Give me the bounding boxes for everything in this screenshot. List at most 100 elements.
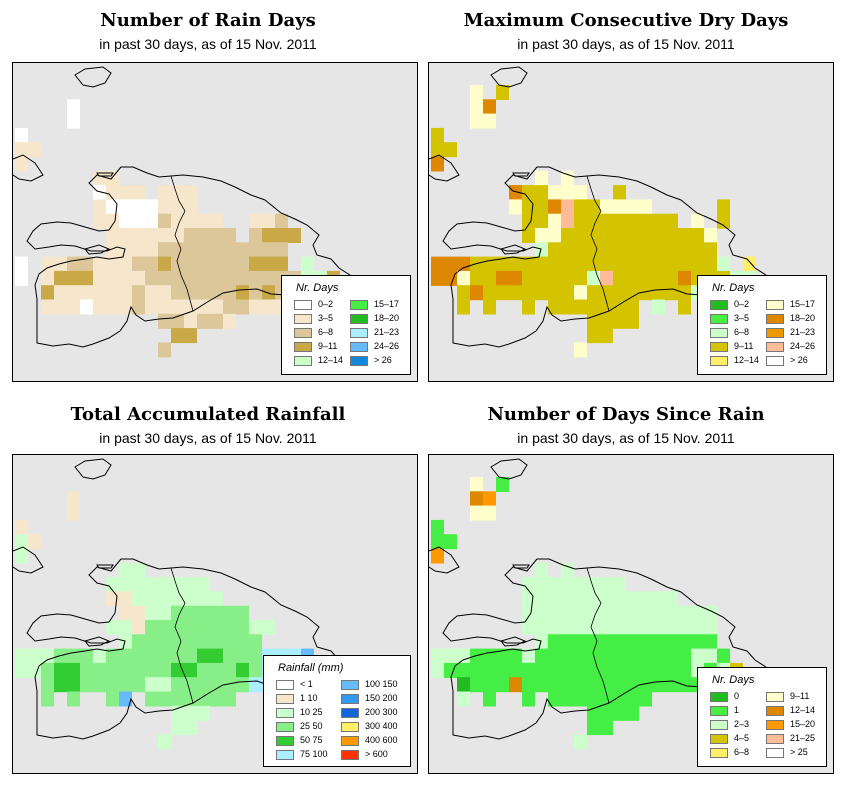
grid-cell — [613, 648, 626, 664]
grid-cell — [15, 256, 28, 272]
grid-cell — [574, 242, 587, 258]
grid-cell — [145, 605, 158, 621]
grid-cell — [665, 677, 678, 693]
grid-cell — [600, 213, 613, 229]
legend-swatch — [766, 356, 784, 366]
grid-cell — [93, 213, 106, 229]
grid-cell — [132, 256, 145, 272]
grid-cell — [652, 662, 665, 678]
grid-cell — [132, 213, 145, 229]
grid-cell — [28, 534, 41, 550]
grid-cell — [431, 142, 444, 158]
legend-label: 9–11 — [318, 341, 338, 351]
grid-cell — [184, 648, 197, 664]
grid-cell — [41, 691, 54, 707]
grid-cell — [184, 605, 197, 621]
grid-cell — [197, 299, 210, 315]
coastline — [512, 172, 530, 177]
grid-cell — [561, 185, 574, 201]
grid-cell — [15, 648, 28, 664]
legend-item: > 26 — [766, 355, 822, 367]
grid-cell — [67, 99, 80, 115]
grid-cell — [145, 299, 158, 315]
grid-cell — [652, 256, 665, 272]
grid-cell — [587, 213, 600, 229]
grid-cell — [223, 299, 236, 315]
legend-item: 0–2 — [710, 299, 766, 311]
grid-cell — [691, 213, 704, 229]
grid-cell — [236, 620, 249, 635]
legend-item: 9–11 — [766, 691, 822, 703]
grid-cell — [93, 256, 106, 272]
grid-cell — [535, 605, 548, 621]
grid-cell — [119, 662, 132, 678]
grid-cell — [561, 299, 574, 315]
grid-cell — [210, 213, 223, 229]
grid-cell — [236, 605, 249, 621]
grid-cell — [457, 662, 470, 678]
legend-label: 1 10 — [300, 693, 318, 703]
grid-cell — [262, 256, 275, 272]
legend-label: 0–2 — [318, 299, 334, 309]
grid-cell — [652, 620, 665, 635]
legend-label: 9–11 — [734, 341, 754, 351]
grid-cell — [171, 577, 184, 593]
grid-cell — [600, 256, 613, 272]
legend-item: 15–17 — [350, 299, 406, 311]
grid-cell — [158, 285, 171, 301]
legend-item: 24–26 — [350, 341, 406, 353]
grid-cell — [145, 228, 158, 243]
grid-cell — [15, 270, 28, 286]
border-line — [586, 175, 610, 312]
grid-cell — [119, 256, 132, 272]
grid-cell — [80, 662, 93, 678]
legend-item: 150 200 — [341, 693, 406, 705]
grid-cell — [145, 242, 158, 258]
grid-cell — [535, 228, 548, 243]
legend-label: 9–11 — [790, 691, 810, 701]
grid-cell — [171, 591, 184, 607]
grid-cell — [574, 634, 587, 650]
legend-label: 6–8 — [734, 327, 750, 337]
grid-cell — [444, 270, 457, 286]
grid-cell — [561, 691, 574, 707]
map-legend: Nr. Days 0–2 3–5 6–8 9–11 12–14 15–17 18–20 21–2… — [697, 275, 827, 375]
grid-cell — [145, 620, 158, 635]
grid-cell — [652, 213, 665, 229]
grid-cell — [171, 213, 184, 229]
grid-cell — [171, 720, 184, 736]
grid-cell — [262, 620, 275, 635]
grid-cell — [665, 285, 678, 301]
legend-label: 6–8 — [734, 747, 750, 757]
grid-cell — [509, 648, 522, 664]
grid-cell — [483, 113, 496, 129]
grid-cell — [236, 256, 249, 272]
grid-cell — [223, 313, 236, 329]
grid-cell — [145, 634, 158, 650]
legend-swatch — [350, 328, 368, 338]
grid-cell — [171, 328, 184, 344]
coastline — [84, 244, 111, 255]
grid-cell — [158, 605, 171, 621]
grid-cell — [158, 591, 171, 607]
legend-item: > 600 — [341, 749, 406, 761]
legend-item: 12–14 — [710, 355, 766, 367]
grid-cell — [236, 677, 249, 693]
grid-cell — [574, 648, 587, 664]
legend-swatch — [710, 748, 728, 758]
grid-cell — [184, 577, 197, 593]
coastline — [74, 66, 112, 88]
grid-cell — [717, 648, 730, 664]
grid-cell — [210, 228, 223, 243]
grid-cell — [548, 605, 561, 621]
grid-cell — [223, 228, 236, 243]
grid-cell — [210, 270, 223, 286]
map-grid-svg — [429, 66, 822, 358]
grid-cell — [496, 270, 509, 286]
grid-cell — [132, 185, 145, 201]
grid-cell — [145, 677, 158, 693]
grid-cell — [431, 548, 444, 564]
legend-label: 50 75 — [300, 735, 323, 745]
grid-cell — [15, 127, 28, 143]
grid-cell — [496, 85, 509, 100]
